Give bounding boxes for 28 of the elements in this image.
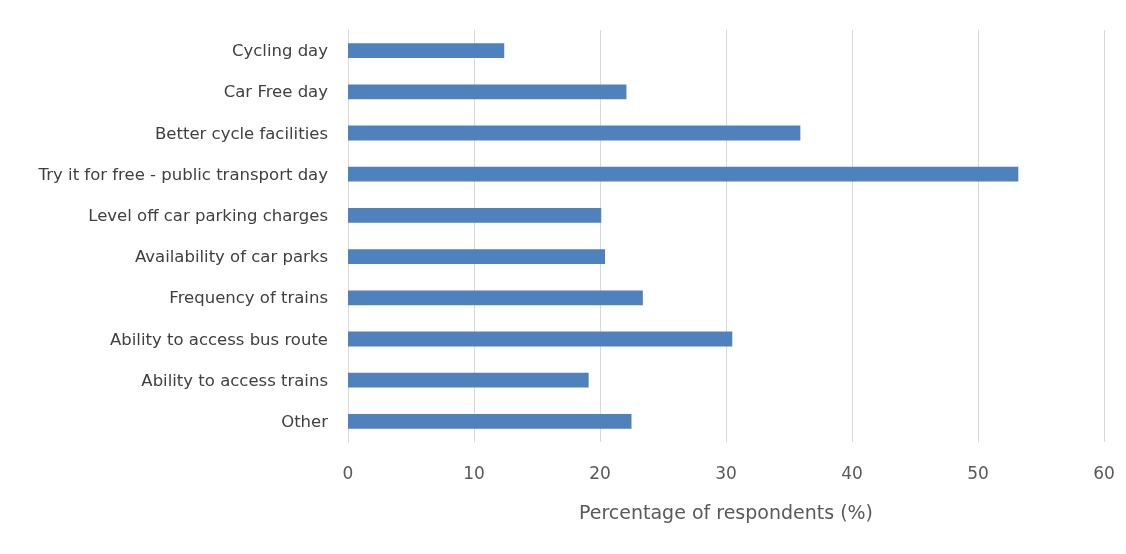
x-axis-title: Percentage of respondents (%) [578,500,874,523]
x-tick-label: 50 [967,462,989,483]
x-tick-label: 10 [463,462,485,483]
bar [348,290,643,306]
x-tick-label: 30 [715,462,737,483]
y-tick-label: Cycling day [231,41,329,61]
x-tick-label: 60 [1093,462,1115,483]
y-tick-label: Level off car parking charges [88,205,328,225]
y-tick-label: Ability to access bus route [109,329,328,349]
bar [348,166,1019,182]
bar [348,249,606,265]
y-tick-label: Frequency of trains [169,288,328,308]
bar [348,413,632,429]
bar [348,84,627,100]
y-tick-label: Ability to access trains [141,370,328,390]
x-tick-label: 40 [841,462,863,483]
bar [348,331,733,347]
x-tick-label: 20 [589,462,611,483]
y-tick-label: Better cycle facilities [154,123,328,143]
bar [348,125,801,141]
bar [348,43,505,59]
y-tick-label: Other [281,411,329,431]
x-tick-label: 0 [342,462,354,483]
y-tick-label: Availability of car parks [134,247,328,267]
bar [348,207,602,223]
bar [348,372,589,388]
y-tick-label: Try it for free - public transport day [37,164,329,184]
y-tick-label: Car Free day [223,82,329,102]
